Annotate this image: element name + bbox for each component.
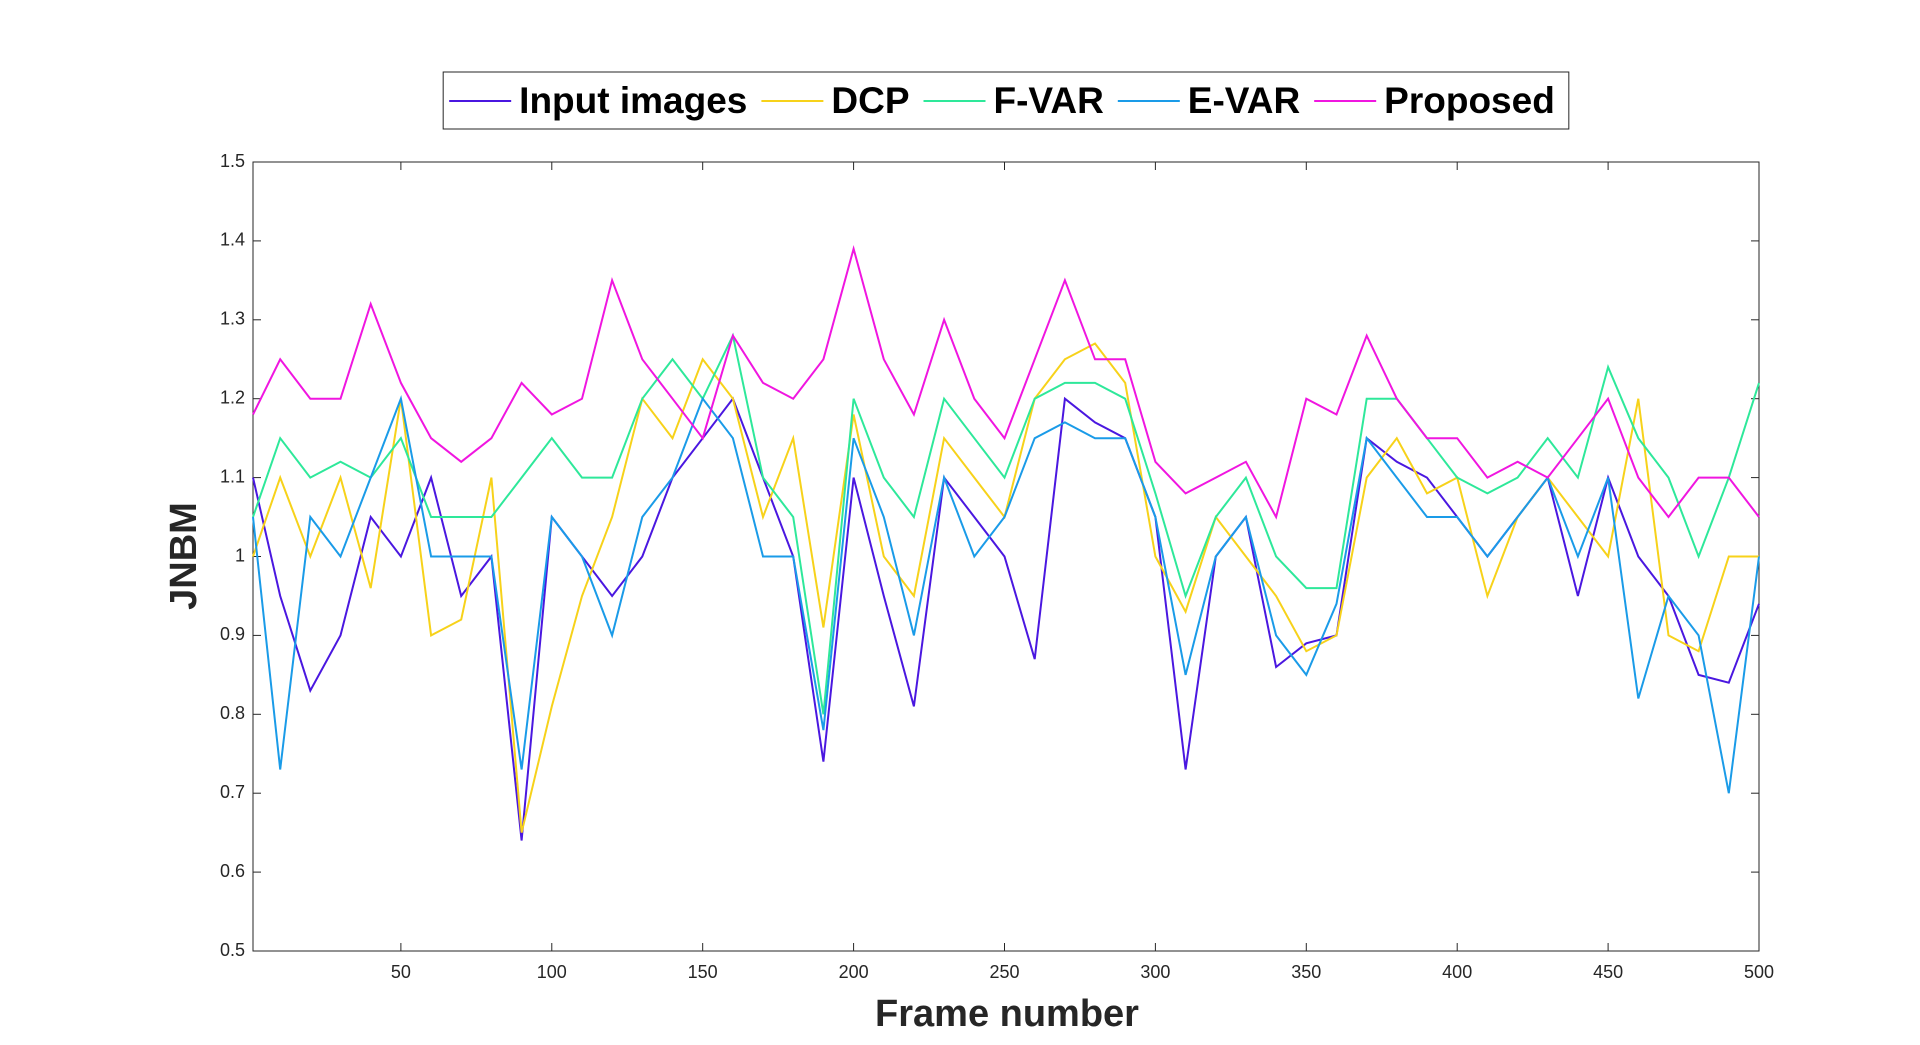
legend-label: E-VAR [1188, 80, 1300, 121]
y-tick-label: 0.9 [220, 624, 245, 644]
data-line [252, 332, 1760, 715]
x-tick-label: 100 [537, 962, 567, 982]
y-tick-label: 1.5 [220, 151, 245, 171]
legend-box [442, 71, 1570, 130]
y-tick-label: 1 [235, 545, 245, 565]
y-tick-label: 0.6 [220, 861, 245, 881]
legend-label: F-VAR [994, 80, 1104, 121]
x-tick-label: 500 [1744, 962, 1774, 982]
legend: Input images DCP F-VAR E-VAR Proposed [442, 71, 1570, 130]
x-tick-label: 50 [391, 962, 411, 982]
y-tick-label: 0.8 [220, 703, 245, 723]
y-tick-label: 1.3 [220, 309, 245, 329]
plot-area [252, 161, 1760, 952]
y-tick-label: 1.2 [220, 387, 245, 407]
data-line [252, 395, 1760, 794]
x-tick-label: 400 [1442, 962, 1472, 982]
y-tick-label: 0.5 [220, 940, 245, 960]
y-tick-label: 0.7 [220, 782, 245, 802]
y-tick-label: 1.1 [220, 466, 245, 486]
x-tick-label: 350 [1291, 962, 1321, 982]
y-axis-label: JNBM [163, 502, 205, 610]
legend-label: Proposed [1384, 80, 1555, 121]
legend-label: DCP [831, 80, 909, 121]
x-tick-label: 150 [688, 962, 718, 982]
x-tick-label: 250 [989, 962, 1019, 982]
x-tick-label: 450 [1593, 962, 1623, 982]
x-axis-label: Frame number [875, 993, 1139, 1035]
x-tick-label: 200 [839, 962, 869, 982]
data-line [252, 245, 1760, 520]
x-tick-label: 300 [1140, 962, 1170, 982]
legend-label: Input images [519, 80, 747, 121]
y-tick-label: 1.4 [220, 230, 245, 250]
